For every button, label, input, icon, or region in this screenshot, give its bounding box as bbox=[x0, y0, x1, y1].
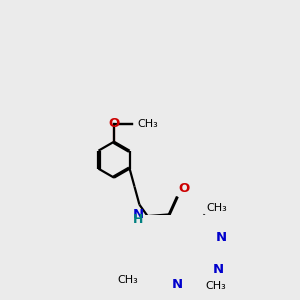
Text: CH₃: CH₃ bbox=[137, 119, 158, 129]
Text: H: H bbox=[133, 213, 144, 226]
Text: O: O bbox=[108, 117, 120, 130]
Text: N: N bbox=[133, 208, 144, 221]
Text: N: N bbox=[216, 231, 227, 244]
Text: CH₃: CH₃ bbox=[117, 275, 138, 285]
Text: O: O bbox=[178, 182, 190, 195]
Text: N: N bbox=[212, 263, 224, 277]
Text: CH₃: CH₃ bbox=[206, 281, 226, 292]
Text: CH₃: CH₃ bbox=[206, 203, 227, 213]
Text: N: N bbox=[171, 278, 183, 291]
